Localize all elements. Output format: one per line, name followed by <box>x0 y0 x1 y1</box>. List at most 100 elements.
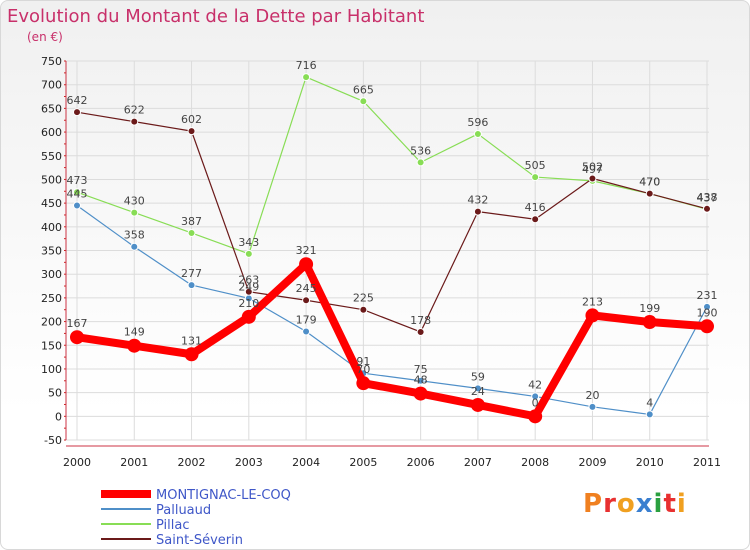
data-label: 213 <box>582 295 603 308</box>
legend: MONTIGNAC-LE-COQPalluaudPillacSaint-Séve… <box>101 488 291 548</box>
data-label: 432 <box>467 194 488 207</box>
chart-title: Evolution du Montant de la Dette par Hab… <box>7 6 425 27</box>
legend-label: Palluaud <box>156 503 211 518</box>
logo-letter: o <box>616 489 636 519</box>
logo-letter: r <box>603 489 617 519</box>
data-label: 231 <box>697 289 718 302</box>
proxiti-logo: Proxiti <box>583 489 687 519</box>
data-point <box>700 319 714 334</box>
data-label: 0 <box>532 396 539 409</box>
data-point <box>645 410 654 419</box>
data-label: 263 <box>238 274 259 287</box>
data-point <box>187 228 196 237</box>
data-label: 602 <box>181 113 202 126</box>
data-label: 343 <box>238 236 259 249</box>
x-tick-label: 2003 <box>235 456 263 469</box>
data-point <box>473 384 482 393</box>
data-label: 437 <box>697 191 718 204</box>
y-tick-label: 500 <box>41 173 62 186</box>
data-label: 20 <box>585 389 599 402</box>
x-tick-label: 2000 <box>63 456 91 469</box>
y-tick-label: 650 <box>41 102 62 115</box>
data-point <box>70 330 84 345</box>
grid-lines <box>66 60 709 441</box>
x-tick-label: 2011 <box>693 456 721 469</box>
y-tick-label: 700 <box>41 79 62 92</box>
data-label: 416 <box>525 201 546 214</box>
y-tick-label: 450 <box>41 197 62 210</box>
data-point <box>470 397 485 412</box>
data-label: 470 <box>639 176 660 189</box>
data-point <box>585 308 600 323</box>
data-point <box>244 287 253 296</box>
series-line-1 <box>76 205 708 416</box>
data-point <box>416 376 425 385</box>
data-label: 167 <box>67 317 88 330</box>
data-point <box>130 117 139 126</box>
legend-label: Saint-Séverin <box>156 533 243 548</box>
data-point <box>127 338 142 353</box>
data-label: 91 <box>356 355 370 368</box>
data-label: 210 <box>238 297 259 310</box>
data-point <box>73 201 81 210</box>
axes: -500501001502002503003504004505005506006… <box>41 55 721 469</box>
chart-unit-label: (en €) <box>27 30 63 44</box>
y-tick-label: 50 <box>48 387 62 400</box>
x-tick-label: 2004 <box>292 456 320 469</box>
data-label: 225 <box>353 292 374 305</box>
data-label: 321 <box>296 244 317 257</box>
data-point <box>187 281 196 290</box>
data-label: 445 <box>67 187 88 200</box>
data-label: 473 <box>67 174 88 187</box>
data-label: 245 <box>296 282 317 295</box>
x-tick-label: 2002 <box>178 456 206 469</box>
x-tick-label: 2001 <box>120 456 148 469</box>
logo-letter: x <box>635 489 654 519</box>
data-label: 4 <box>646 396 653 409</box>
data-point <box>302 73 311 82</box>
data-label: 75 <box>414 363 428 376</box>
data-point <box>73 188 81 197</box>
series-line-3 <box>76 111 708 333</box>
data-label: 642 <box>67 94 88 107</box>
data-point <box>413 386 428 401</box>
data-point <box>645 189 654 198</box>
x-tick-label: 2007 <box>464 456 492 469</box>
y-tick-label: 0 <box>55 410 62 423</box>
series-line-0 <box>76 260 708 421</box>
y-tick-label: 400 <box>41 221 62 234</box>
data-labels: 445 358 277 249 179 91 75 59 42 20 4 231 473 430 387 34… <box>67 59 718 409</box>
x-tick-label: 2008 <box>521 456 549 469</box>
data-point <box>356 376 371 391</box>
y-tick-label: -50 <box>44 434 62 447</box>
data-point <box>184 347 199 362</box>
y-tick-label: 250 <box>41 292 62 305</box>
series-line-2 <box>76 76 708 255</box>
data-label: 438 <box>697 191 718 204</box>
data-point <box>531 215 540 224</box>
y-tick-label: 300 <box>41 268 62 281</box>
y-tick-label: 600 <box>41 126 62 139</box>
logo-letter: i <box>676 489 687 519</box>
data-label: 199 <box>639 302 660 315</box>
data-label: 622 <box>124 104 145 117</box>
data-label: 59 <box>471 370 485 383</box>
x-tick-label: 2005 <box>349 456 377 469</box>
data-label: 179 <box>296 314 317 327</box>
data-label: 42 <box>528 378 542 391</box>
data-label: 470 <box>639 176 660 189</box>
logo-letter: P <box>583 489 604 519</box>
y-tick-label: 550 <box>41 150 62 163</box>
y-tick-label: 200 <box>41 316 62 329</box>
data-label: 131 <box>181 334 202 347</box>
data-point <box>244 249 253 258</box>
data-point <box>359 305 368 314</box>
y-tick-label: 100 <box>41 363 62 376</box>
data-point <box>473 207 482 216</box>
data-point <box>703 204 711 213</box>
data-label: 178 <box>410 314 431 327</box>
data-point <box>528 409 543 424</box>
data-point <box>302 296 311 305</box>
data-label: 70 <box>356 363 370 376</box>
